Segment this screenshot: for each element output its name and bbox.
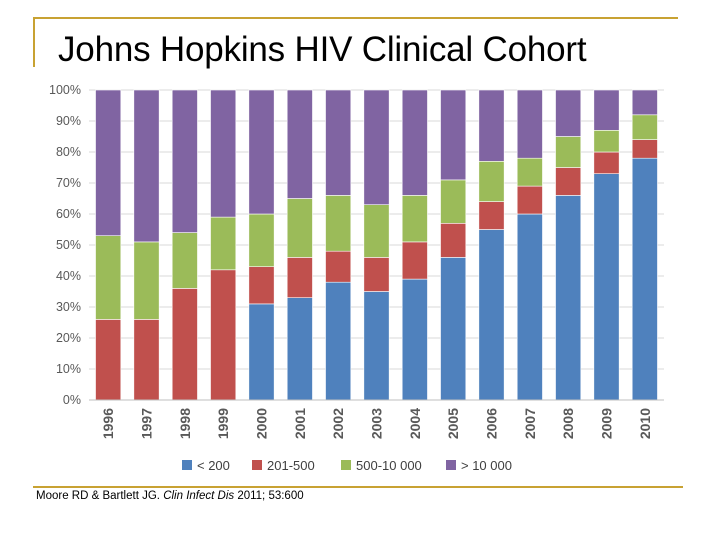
bar-segment bbox=[593, 151, 620, 175]
bar-segment bbox=[593, 130, 620, 153]
legend-label: 201-500 bbox=[267, 458, 315, 473]
bar-segment bbox=[95, 235, 122, 320]
y-tick-label: 40% bbox=[56, 269, 81, 283]
bar-segment bbox=[133, 319, 160, 401]
bar-segment bbox=[363, 291, 390, 401]
reference-authors: Moore RD & Bartlett JG. bbox=[36, 490, 164, 502]
bar-segment bbox=[95, 319, 122, 401]
bar-segment bbox=[631, 89, 658, 116]
slide-title: Johns Hopkins HIV Clinical Cohort bbox=[58, 30, 587, 69]
bar-segment bbox=[516, 157, 543, 187]
bar-segment bbox=[248, 213, 275, 268]
y-tick-label: 70% bbox=[56, 176, 81, 190]
x-tick-label: 2005 bbox=[445, 408, 461, 439]
bar-segment bbox=[478, 89, 505, 162]
bar-segment bbox=[286, 297, 313, 401]
bar-segment bbox=[478, 201, 505, 230]
bar-segment bbox=[401, 241, 428, 280]
bar-segment bbox=[325, 250, 352, 283]
bar-segment bbox=[133, 241, 160, 320]
x-tick-label: 2009 bbox=[599, 408, 615, 439]
bar-segment bbox=[555, 136, 582, 168]
bar-segment bbox=[516, 185, 543, 215]
legend-label: < 200 bbox=[197, 458, 230, 473]
x-tick-label: 1999 bbox=[215, 408, 231, 439]
bar-segment bbox=[286, 257, 313, 298]
legend-swatch bbox=[252, 460, 262, 470]
bar-segment bbox=[95, 89, 122, 236]
bar-segment bbox=[440, 89, 467, 181]
left-rule bbox=[33, 17, 35, 67]
legend-label: > 10 000 bbox=[461, 458, 512, 473]
bar-segment bbox=[286, 198, 313, 258]
legend-swatch bbox=[182, 460, 192, 470]
x-tick-label: 1997 bbox=[139, 408, 155, 439]
bar-segment bbox=[401, 89, 428, 196]
x-tick-label: 2004 bbox=[407, 408, 423, 439]
reference-journal: Clin Infect Dis bbox=[163, 490, 235, 502]
bar-segment bbox=[593, 89, 620, 131]
y-tick-label: 20% bbox=[56, 331, 81, 345]
bar-segment bbox=[631, 114, 658, 140]
bar-segment bbox=[363, 89, 390, 205]
x-tick-label: 1998 bbox=[177, 408, 193, 439]
bottom-rule bbox=[33, 486, 683, 488]
bar-segment bbox=[248, 89, 275, 215]
reference-details: 2011; 53:600 bbox=[234, 490, 304, 502]
x-tick-label: 2010 bbox=[637, 408, 653, 439]
bar-segment bbox=[478, 161, 505, 202]
bar-segment bbox=[631, 139, 658, 159]
bar-segment bbox=[440, 179, 467, 224]
x-tick-label: 2007 bbox=[522, 408, 538, 439]
y-tick-label: 100% bbox=[49, 83, 81, 97]
bar-segment bbox=[631, 157, 658, 401]
x-tick-label: 2002 bbox=[330, 408, 346, 439]
bar-segment bbox=[401, 278, 428, 401]
bar-segment bbox=[516, 89, 543, 159]
bar-segment bbox=[401, 195, 428, 243]
bar-segment bbox=[440, 223, 467, 258]
bar-segment bbox=[593, 173, 620, 401]
bar-segment bbox=[171, 232, 198, 289]
bar-segment bbox=[171, 89, 198, 233]
x-tick-label: 2006 bbox=[484, 408, 500, 439]
bar-segment bbox=[363, 204, 390, 258]
legend-swatch bbox=[341, 460, 351, 470]
x-tick-label: 2000 bbox=[254, 408, 270, 439]
y-tick-label: 50% bbox=[56, 238, 81, 252]
x-tick-label: 2003 bbox=[369, 408, 385, 439]
bar-segment bbox=[210, 269, 237, 401]
bar-segment bbox=[171, 288, 198, 401]
top-rule bbox=[33, 17, 678, 19]
x-tick-label: 2008 bbox=[560, 408, 576, 439]
bar-segment bbox=[248, 266, 275, 305]
bar-segment bbox=[210, 89, 237, 218]
y-tick-label: 30% bbox=[56, 300, 81, 314]
bar-segment bbox=[555, 167, 582, 196]
bar-segment bbox=[210, 216, 237, 271]
bar-segment bbox=[248, 303, 275, 401]
y-tick-label: 90% bbox=[56, 114, 81, 128]
legend-label: 500-10 000 bbox=[356, 458, 422, 473]
y-tick-label: 10% bbox=[56, 362, 81, 376]
bar-segment bbox=[363, 257, 390, 292]
bar-segment bbox=[133, 89, 160, 243]
bar-segment bbox=[440, 257, 467, 401]
bar-segment bbox=[286, 89, 313, 199]
bar-segment bbox=[325, 281, 352, 401]
y-tick-label: 0% bbox=[63, 393, 81, 407]
bar-segment bbox=[325, 89, 352, 196]
bar-segment bbox=[516, 213, 543, 401]
bar-segment bbox=[555, 195, 582, 401]
x-tick-label: 1996 bbox=[100, 408, 116, 439]
y-tick-label: 80% bbox=[56, 145, 81, 159]
bar-segment bbox=[478, 229, 505, 401]
x-tick-label: 2001 bbox=[292, 408, 308, 439]
y-tick-label: 60% bbox=[56, 207, 81, 221]
bar-segment bbox=[325, 195, 352, 252]
legend-swatch bbox=[446, 460, 456, 470]
bar-segment bbox=[555, 89, 582, 137]
reference: Moore RD & Bartlett JG. Clin Infect Dis … bbox=[36, 490, 304, 502]
